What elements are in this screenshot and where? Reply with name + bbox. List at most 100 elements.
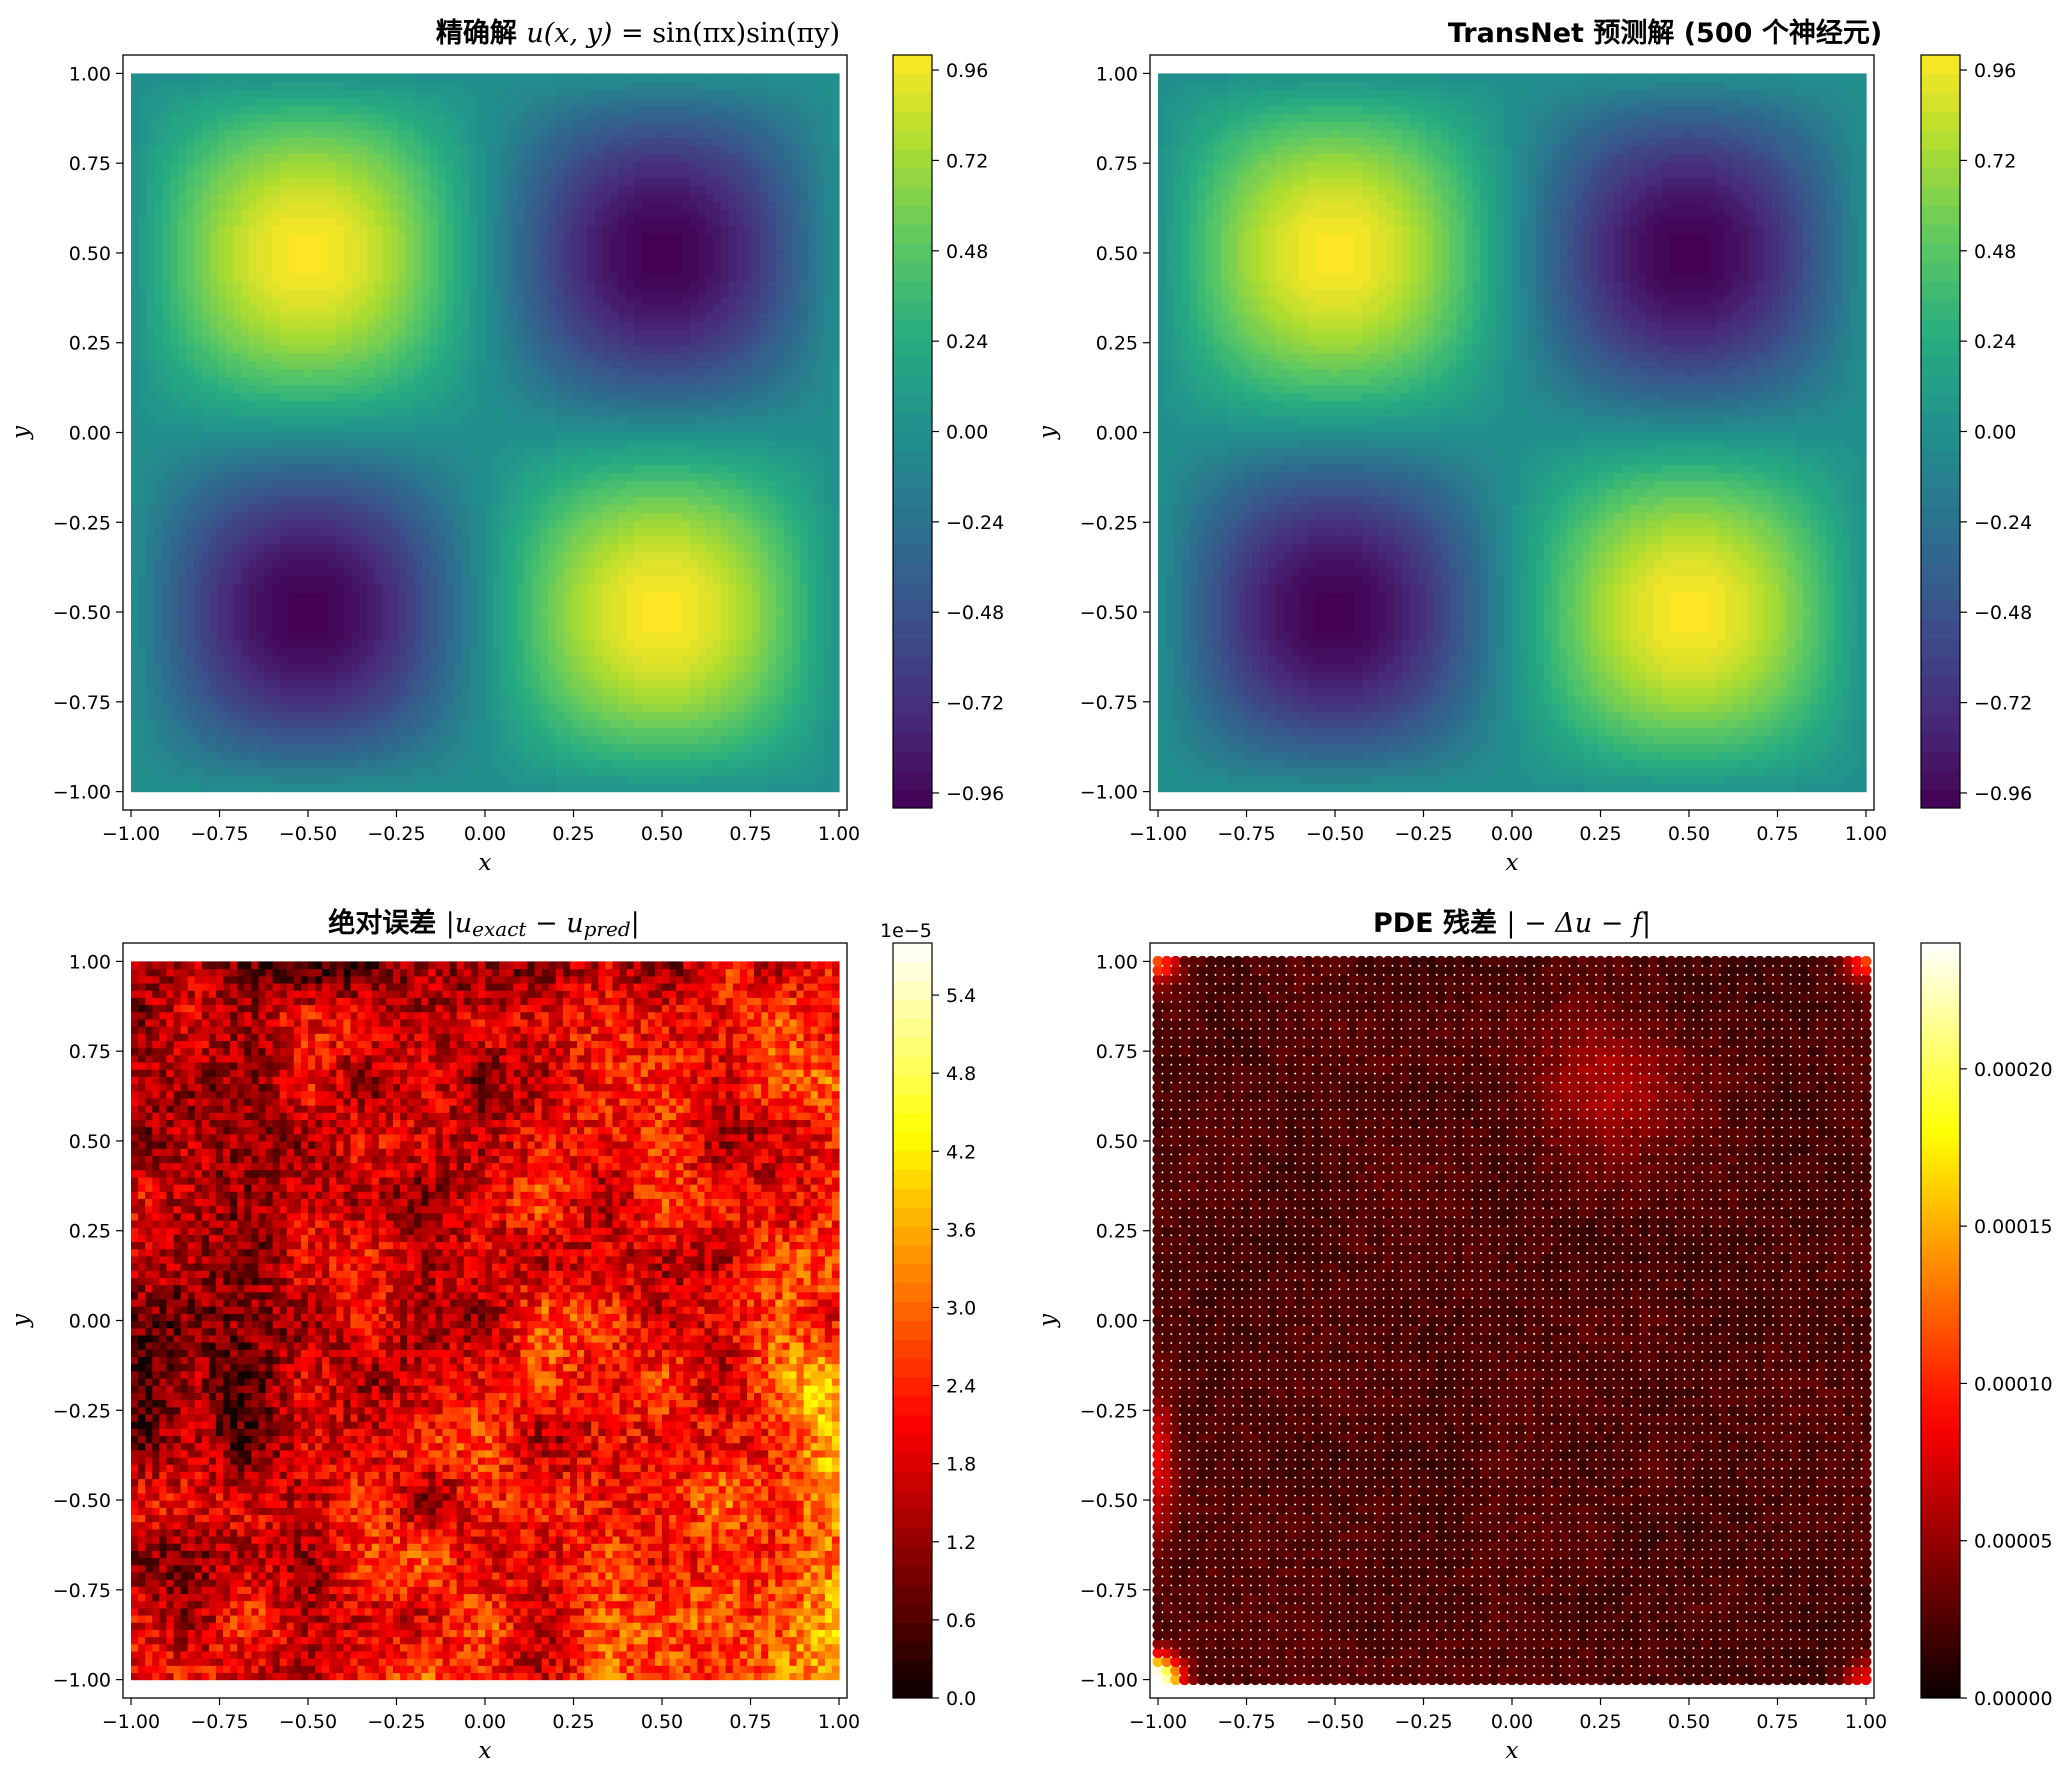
heatmap-cell [540, 385, 548, 394]
heatmap-cell [218, 472, 226, 481]
heatmap-cell [556, 337, 564, 346]
heatmap-cell [241, 273, 249, 282]
heatmap-cell [155, 536, 163, 545]
heatmap-cell [241, 369, 249, 378]
heatmap-cell [454, 656, 462, 665]
heatmap-cell [438, 425, 446, 434]
heatmap-cell [320, 504, 328, 513]
heatmap-cell [469, 417, 477, 426]
heatmap-cell [454, 209, 462, 218]
heatmap-cell [532, 81, 540, 90]
heatmap-cell [430, 329, 438, 338]
heatmap-cell [454, 417, 462, 426]
heatmap-cell [391, 648, 399, 657]
heatmap-cell [265, 345, 273, 354]
heatmap-cell [359, 313, 367, 322]
heatmap-cell [556, 177, 564, 186]
heatmap-cell [516, 313, 524, 322]
heatmap-cell [493, 576, 501, 585]
heatmap-cell [139, 201, 147, 210]
heatmap-cell [280, 448, 288, 457]
heatmap-cell [170, 153, 178, 162]
heatmap-cell [414, 496, 422, 505]
heatmap-cell [438, 121, 446, 130]
heatmap-cell [139, 648, 147, 657]
heatmap-cell [312, 161, 320, 170]
heatmap-cell [501, 568, 509, 577]
heatmap-cell [461, 281, 469, 290]
heatmap-cell [532, 752, 540, 761]
heatmap-cell [343, 161, 351, 170]
heatmap-cell [516, 448, 524, 457]
heatmap-cell [391, 177, 399, 186]
heatmap-cell [210, 249, 218, 258]
heatmap-cell [336, 337, 344, 346]
heatmap-cell [351, 393, 359, 402]
heatmap-cell [438, 648, 446, 657]
heatmap-cell [225, 257, 233, 266]
heatmap-cell [454, 672, 462, 681]
heatmap-cell [328, 632, 336, 641]
heatmap-cell [540, 425, 548, 434]
heatmap-cell [564, 488, 572, 497]
heatmap-cell [265, 632, 273, 641]
heatmap-cell [194, 784, 202, 793]
heatmap-cell [273, 440, 281, 449]
heatmap-cell [414, 417, 422, 426]
heatmap-cell [359, 680, 367, 689]
heatmap-cell [328, 329, 336, 338]
heatmap-cell [241, 448, 249, 457]
heatmap-cell [296, 433, 304, 442]
heatmap-cell [501, 241, 509, 250]
heatmap-cell [454, 480, 462, 489]
heatmap-cell [414, 512, 422, 521]
heatmap-cell [170, 97, 178, 106]
heatmap-cell [461, 433, 469, 442]
heatmap-cell [257, 393, 265, 402]
heatmap-cell [351, 305, 359, 314]
heatmap-cell [162, 728, 170, 737]
heatmap-cell [469, 169, 477, 178]
heatmap-cell [210, 185, 218, 194]
heatmap-cell [296, 281, 304, 290]
heatmap-cell [210, 592, 218, 601]
heatmap-cell [446, 672, 454, 681]
heatmap-cell [493, 776, 501, 785]
heatmap-cell [194, 720, 202, 729]
heatmap-cell [296, 616, 304, 625]
heatmap-cell [446, 624, 454, 633]
heatmap-cell [296, 121, 304, 130]
heatmap-cell [170, 289, 178, 298]
heatmap-cell [186, 185, 194, 194]
heatmap-cell [383, 297, 391, 306]
heatmap-cell [485, 97, 493, 106]
heatmap-cell [438, 760, 446, 769]
heatmap-cell [383, 81, 391, 90]
heatmap-cell [265, 297, 273, 306]
heatmap-cell [186, 249, 194, 258]
heatmap-cell [312, 217, 320, 226]
heatmap-cell [477, 736, 485, 745]
heatmap-cell [210, 440, 218, 449]
heatmap-cell [532, 480, 540, 489]
heatmap-cell [320, 161, 328, 170]
heatmap-cell [296, 161, 304, 170]
heatmap-cell [532, 616, 540, 625]
heatmap-cell [532, 297, 540, 306]
heatmap-cell [430, 361, 438, 370]
heatmap-cell [516, 784, 524, 793]
heatmap-cell [540, 536, 548, 545]
heatmap-cell [155, 712, 163, 721]
heatmap-cell [524, 369, 532, 378]
heatmap-cell [280, 345, 288, 354]
heatmap-cell [336, 153, 344, 162]
heatmap-cell [186, 193, 194, 202]
heatmap-cell [312, 488, 320, 497]
heatmap-cell [430, 616, 438, 625]
heatmap-cell [461, 321, 469, 330]
heatmap-cell [351, 417, 359, 426]
heatmap-cell [359, 672, 367, 681]
heatmap-cell [509, 129, 517, 138]
heatmap-cell [469, 504, 477, 513]
heatmap-cell [155, 600, 163, 609]
